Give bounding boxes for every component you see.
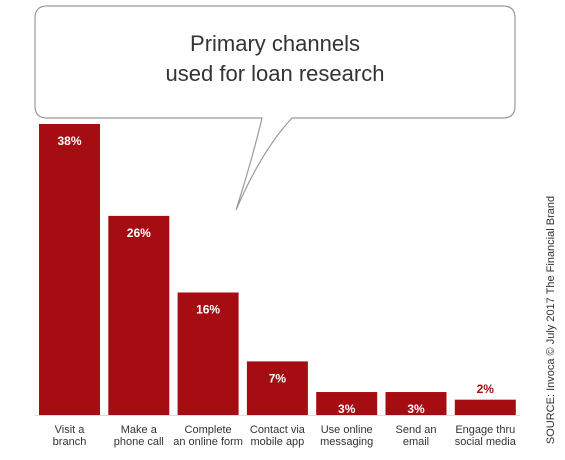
x-tick-label: Send an [396,424,437,436]
x-tick-label: an online form [173,436,243,448]
value-label: 3% [407,402,425,416]
x-tick-label: Contact via [250,424,306,436]
x-tick-label: email [403,436,429,448]
value-label: 38% [57,134,81,148]
x-tick-label: branch [53,436,87,448]
x-tick-label: Complete [185,424,232,436]
bar [39,124,100,415]
x-tick-label: Engage thru [455,424,515,436]
x-tick-label: Visit a [55,424,86,436]
bar [246,361,308,415]
bar [316,392,378,415]
bar [385,392,447,415]
bar [177,292,239,415]
value-label: 26% [127,226,151,240]
chart-title: used for loan research [166,61,385,86]
source: SOURCE: Invoca © July 2017 The Financial… [545,196,557,444]
x-tick-label: phone call [114,436,164,448]
x-tick-label: social media [455,436,517,448]
x-tick-label: Make a [121,424,158,436]
speech-bubble [34,5,516,211]
bar [108,215,170,415]
value-label: 3% [338,402,356,416]
value-label: 2% [477,382,495,396]
chart-title: Primary channels [190,31,360,56]
x-tick-label: mobile app [250,436,304,448]
value-label: 16% [196,303,220,317]
x-tick-label: messaging [320,436,373,448]
bar [454,399,516,415]
value-label: 7% [269,372,287,386]
x-tick-label: Use online [321,424,373,436]
